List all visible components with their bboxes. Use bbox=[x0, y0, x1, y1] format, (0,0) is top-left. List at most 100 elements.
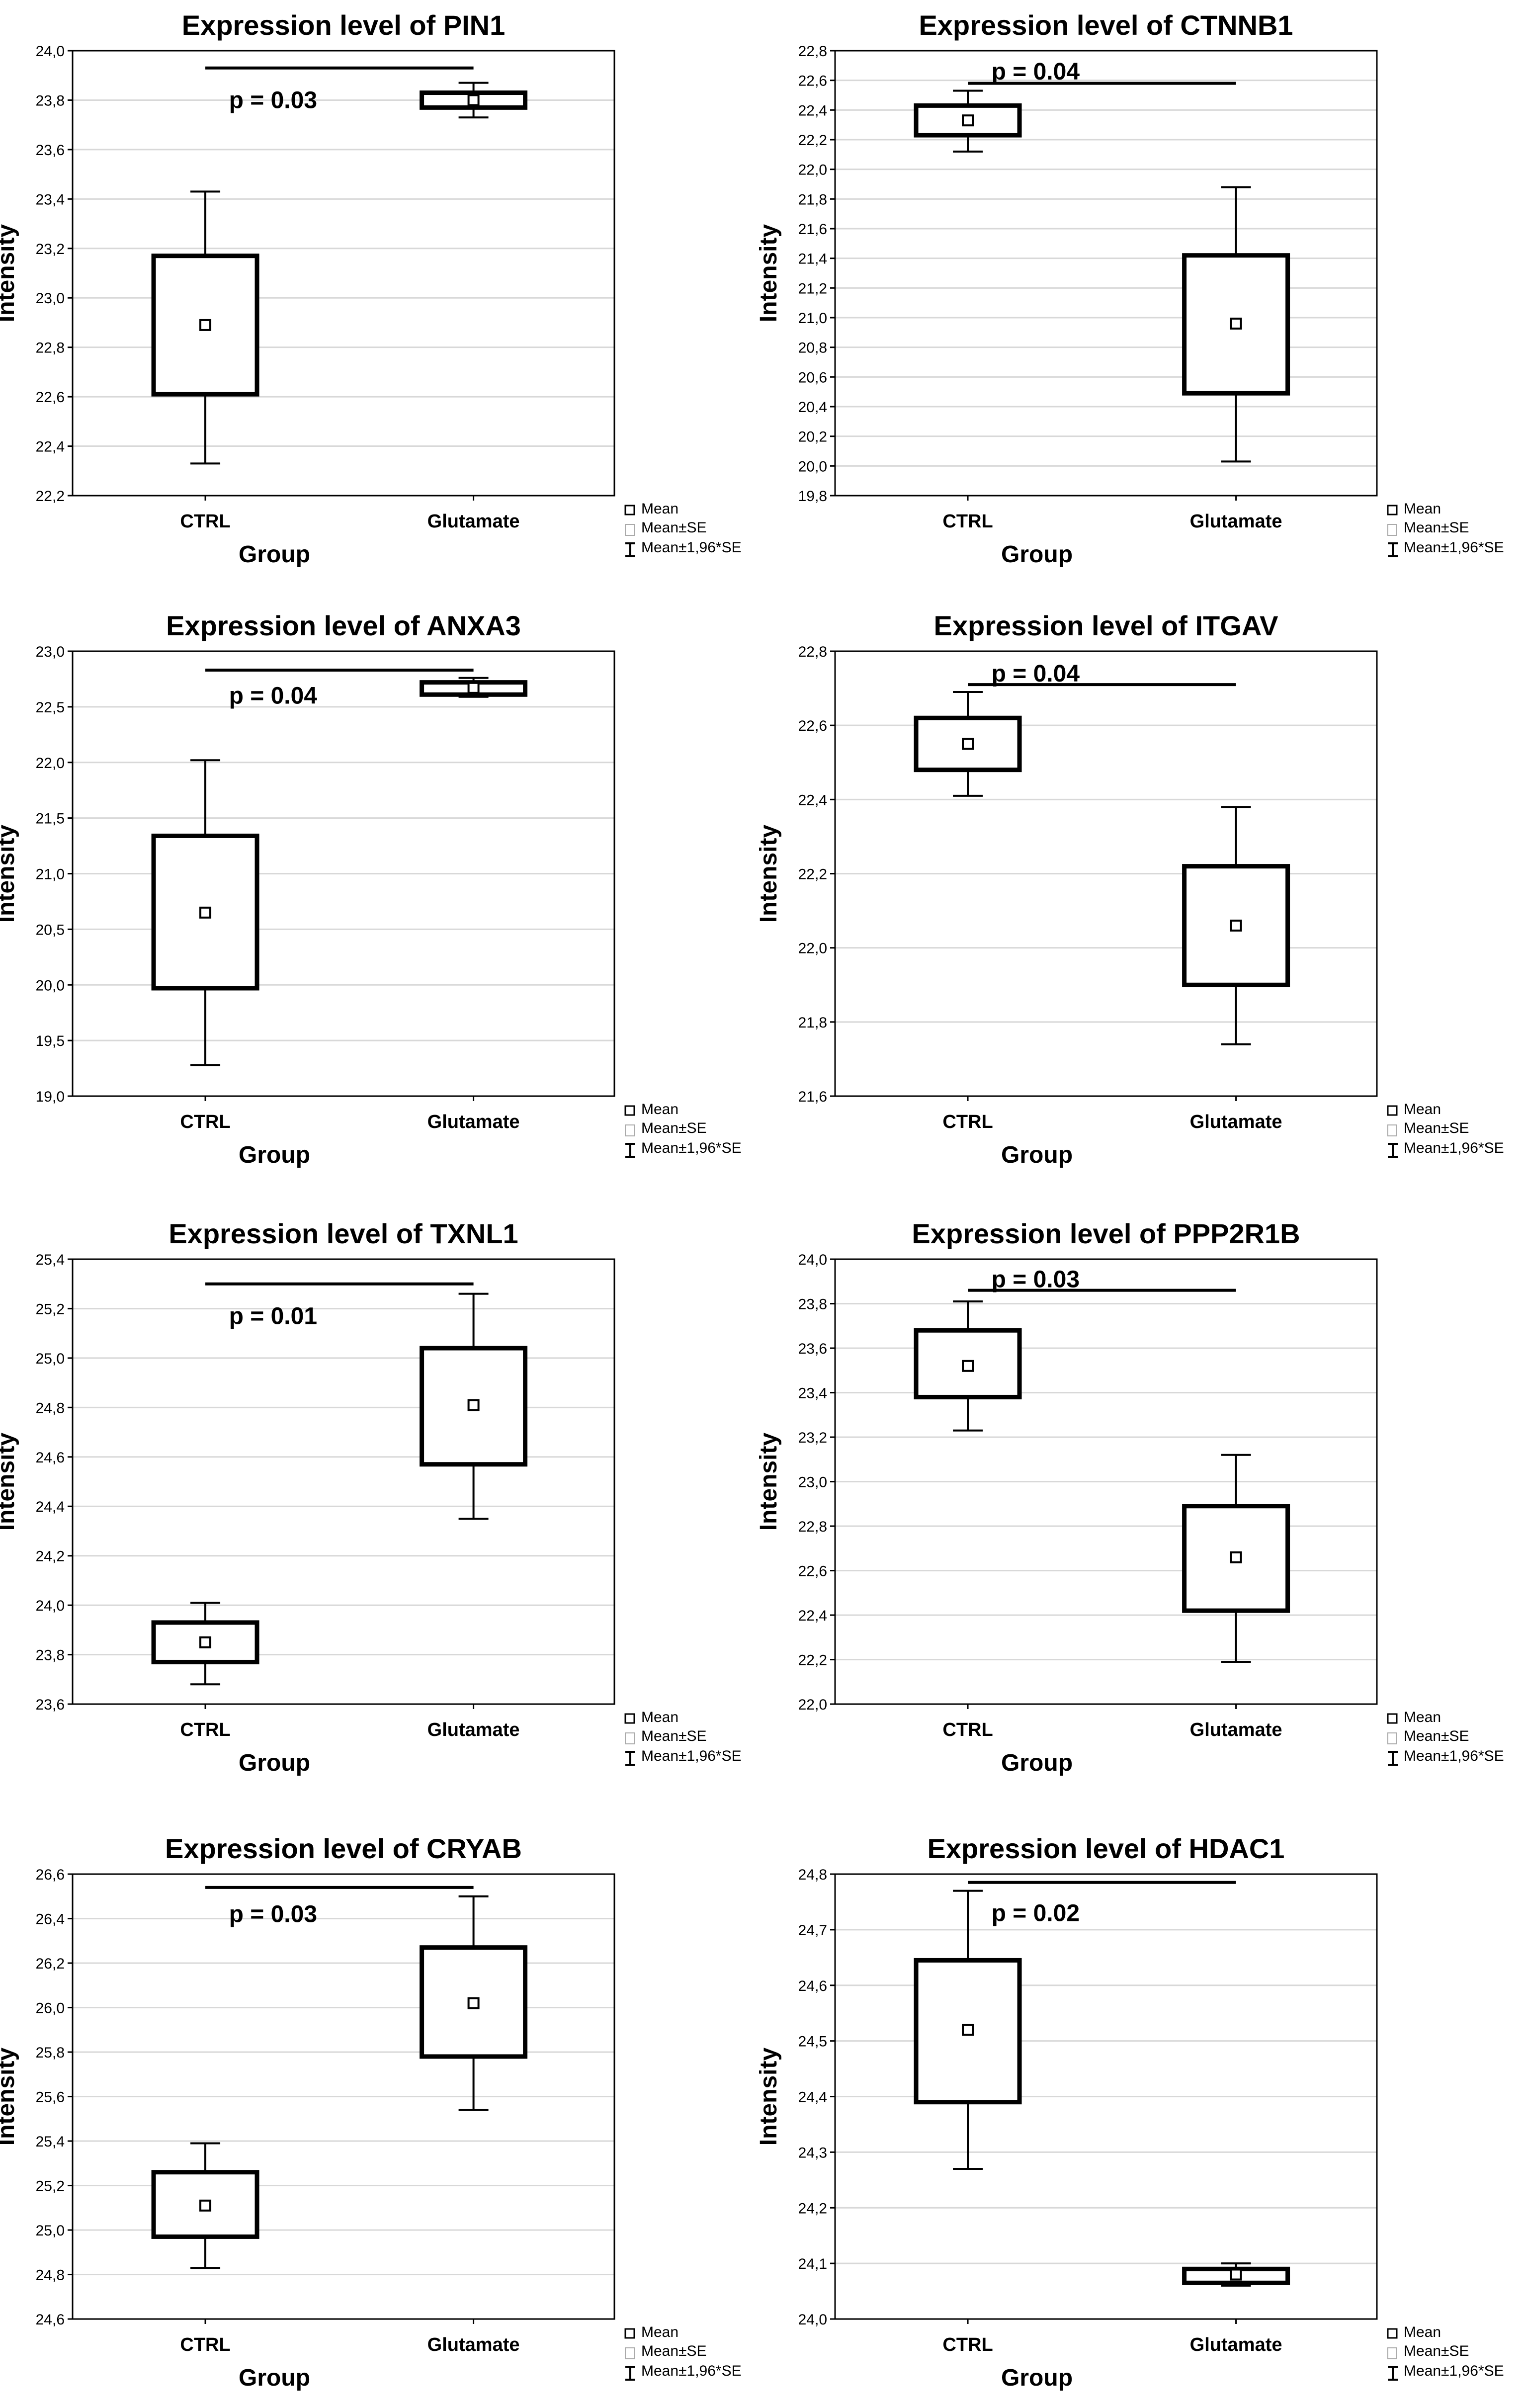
y-tick-label: 23,6 bbox=[36, 142, 65, 159]
x-axis-title: Group bbox=[239, 2365, 310, 2391]
y-tick-label: 24,8 bbox=[798, 1867, 827, 1883]
chart-title: Expression level of CTNNB1 bbox=[919, 9, 1293, 41]
y-tick-label: 22,5 bbox=[36, 699, 65, 716]
x-tick-label: CTRL bbox=[942, 2334, 993, 2355]
legend-mean-icon bbox=[1387, 1105, 1398, 1116]
x-axis-title: Group bbox=[239, 1142, 310, 1168]
y-tick-label: 21,0 bbox=[798, 310, 827, 327]
legend-mean-icon bbox=[624, 2328, 635, 2339]
y-tick-label: 24,0 bbox=[36, 1598, 65, 1614]
y-axis-title: Intensity bbox=[756, 2048, 782, 2146]
y-tick-label: 21,0 bbox=[36, 866, 65, 883]
legend-se-icon bbox=[625, 2347, 635, 2359]
box-ctrl bbox=[151, 2142, 259, 2269]
x-axis-title: Group bbox=[1001, 541, 1073, 568]
legend-ci-icon bbox=[625, 2366, 635, 2381]
mean-marker bbox=[467, 682, 480, 694]
y-tick-label: 25,4 bbox=[36, 2134, 65, 2150]
legend-mean-label: Mean bbox=[1404, 1709, 1441, 1725]
y-tick-label: 20,8 bbox=[798, 340, 827, 356]
y-tick-label: 22,4 bbox=[798, 102, 827, 119]
legend-se-icon bbox=[1387, 1732, 1397, 1744]
chart-panel-8: Expression level of HDAC1 24,0 24,1 24,2 24,… bbox=[756, 1833, 1504, 2391]
chart-panel-7: Expression level of CRYAB 24,6 24,8 25,0 25,… bbox=[0, 1833, 742, 2391]
y-tick-label: 24,0 bbox=[798, 1252, 827, 1268]
y-tick-label: 24,6 bbox=[798, 1978, 827, 1994]
legend-se-label: Mean±SE bbox=[641, 1120, 707, 1136]
mean-marker bbox=[962, 2024, 974, 2036]
legend-ci-label: Mean±1,96*SE bbox=[1404, 1140, 1504, 1156]
legend-se-icon bbox=[625, 1732, 635, 1744]
y-tick-label: 23,0 bbox=[36, 290, 65, 307]
y-tick-label: 23,4 bbox=[798, 1385, 827, 1402]
chart-title: Expression level of TXNL1 bbox=[169, 1218, 518, 1249]
y-tick-label: 21,4 bbox=[798, 251, 827, 267]
plot-frame bbox=[72, 1258, 615, 1705]
box-glutamate bbox=[1182, 1454, 1290, 1663]
mean-marker bbox=[467, 94, 480, 106]
box-ctrl bbox=[151, 1602, 259, 1686]
box-glutamate bbox=[1182, 186, 1290, 463]
y-tick-label: 21,5 bbox=[36, 811, 65, 827]
y-tick-label: 23,8 bbox=[798, 1296, 827, 1313]
chart-title: Expression level of PIN1 bbox=[182, 9, 505, 41]
legend-se-label: Mean±SE bbox=[1404, 1120, 1469, 1136]
legend-mean-label: Mean bbox=[641, 501, 678, 517]
y-axis-title: Intensity bbox=[756, 224, 782, 323]
x-tick-label: CTRL bbox=[942, 1112, 993, 1132]
y-tick-label: 20,0 bbox=[798, 458, 827, 475]
p-value-label: p = 0.03 bbox=[229, 87, 317, 113]
legend-ci-icon bbox=[1388, 1143, 1398, 1158]
y-tick-label: 23,4 bbox=[36, 191, 65, 208]
y-axis-title: Intensity bbox=[0, 1433, 19, 1531]
legend-mean-label: Mean bbox=[1404, 501, 1441, 517]
legend-ci-icon bbox=[625, 542, 635, 557]
legend-ci-label: Mean±1,96*SE bbox=[1404, 1748, 1504, 1764]
y-tick-label: 25,4 bbox=[36, 1252, 65, 1268]
x-tick-label: Glutamate bbox=[427, 1720, 520, 1740]
mean-marker bbox=[1230, 1551, 1242, 1563]
legend-ci-label: Mean±1,96*SE bbox=[641, 1748, 742, 1764]
y-tick-label: 22,2 bbox=[798, 1652, 827, 1669]
plot-frame bbox=[72, 50, 615, 497]
mean-marker bbox=[962, 1360, 974, 1372]
chart-panel-4: Expression level of ITGAV 21,6 21,8 22,0 22,… bbox=[756, 610, 1504, 1168]
box-glutamate bbox=[1182, 2262, 1290, 2287]
y-axis-title: Intensity bbox=[756, 825, 782, 923]
chart-panel-5: Expression level of TXNL1 23,6 23,8 24,0 24,… bbox=[0, 1218, 742, 1776]
x-tick-label: Glutamate bbox=[427, 1112, 520, 1132]
legend-ci-label: Mean±1,96*SE bbox=[641, 2363, 742, 2379]
mean-marker bbox=[1230, 2268, 1242, 2281]
x-tick-label: Glutamate bbox=[427, 511, 520, 532]
y-tick-label: 24,5 bbox=[798, 2034, 827, 2050]
y-tick-label: 22,0 bbox=[798, 1697, 827, 1713]
box-glutamate bbox=[420, 1292, 528, 1520]
legend-se-label: Mean±SE bbox=[641, 2343, 707, 2359]
legend-ci-icon bbox=[1388, 1751, 1398, 1766]
x-axis-title: Group bbox=[1001, 2365, 1073, 2391]
legend-se-label: Mean±SE bbox=[1404, 1728, 1469, 1744]
box-ctrl bbox=[914, 1300, 1022, 1432]
y-tick-label: 22,8 bbox=[798, 43, 827, 60]
legend-ci-label: Mean±1,96*SE bbox=[641, 539, 742, 556]
y-tick-label: 26,2 bbox=[36, 1956, 65, 1972]
legend-ci-icon bbox=[625, 1751, 635, 1766]
y-tick-label: 25,6 bbox=[36, 2089, 65, 2106]
y-tick-label: 23,2 bbox=[798, 1430, 827, 1446]
p-value-label: p = 0.04 bbox=[992, 661, 1080, 687]
x-tick-label: CTRL bbox=[180, 1112, 230, 1132]
y-tick-label: 22,2 bbox=[36, 488, 65, 505]
y-tick-label: 23,6 bbox=[798, 1341, 827, 1357]
x-axis-title: Group bbox=[1001, 1142, 1073, 1168]
y-tick-label: 24,2 bbox=[798, 2200, 827, 2217]
y-tick-label: 22,8 bbox=[798, 644, 827, 660]
legend-se-label: Mean±SE bbox=[1404, 2343, 1469, 2359]
y-tick-label: 21,2 bbox=[798, 280, 827, 297]
legend-se-label: Mean±SE bbox=[641, 1728, 707, 1744]
y-tick-label: 24,8 bbox=[36, 2267, 65, 2284]
plot-frame bbox=[834, 1873, 1378, 2320]
se-box bbox=[1182, 864, 1290, 987]
y-tick-label: 19,0 bbox=[36, 1089, 65, 1105]
y-tick-label: 22,0 bbox=[36, 755, 65, 772]
